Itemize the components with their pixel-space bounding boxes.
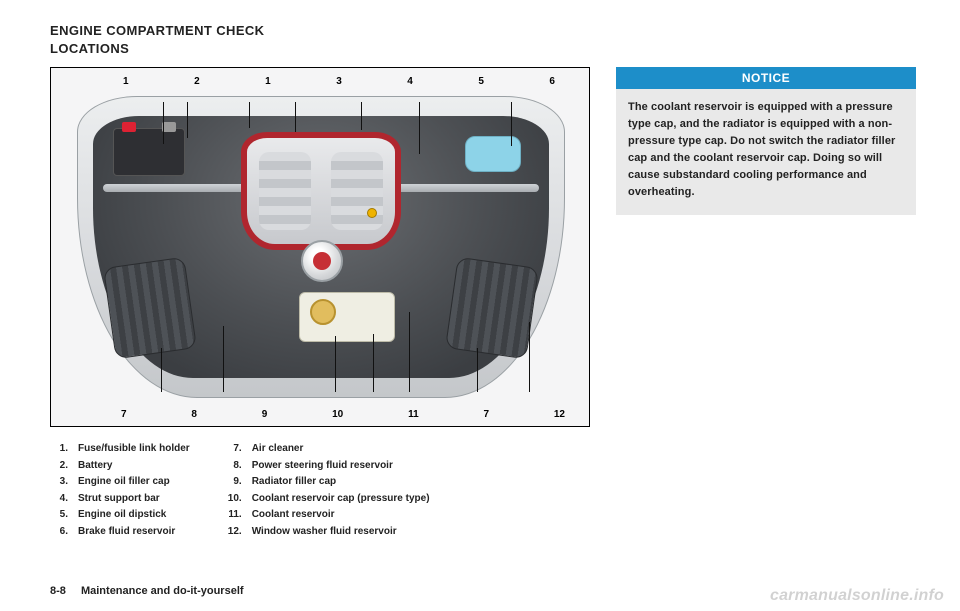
callout-top-3: 3 — [336, 76, 342, 87]
watermark: carmanualsonline.info — [770, 587, 944, 605]
engine-illustration — [77, 96, 565, 398]
notice-heading: NOTICE — [616, 67, 916, 89]
callout-bot-7: 7 — [121, 409, 127, 420]
callout-bot-8: 8 — [191, 409, 197, 420]
intake-manifold-icon — [241, 132, 401, 250]
callout-top-1: 1 — [123, 76, 129, 87]
left-column: 1 2 1 3 4 5 6 — [50, 67, 590, 540]
title-line-1: ENGINE COMPARTMENT CHECK — [50, 23, 264, 38]
callout-top-5: 5 — [478, 76, 484, 87]
callout-top-2: 2 — [194, 76, 200, 87]
legend-item: 6.Brake fluid reservoir — [50, 524, 190, 541]
callout-top-1b: 1 — [265, 76, 271, 87]
page-number: 8-8 — [50, 585, 66, 597]
callouts-top: 1 2 1 3 4 5 6 — [51, 68, 589, 87]
right-column: NOTICE The coolant reservoir is equipped… — [616, 67, 916, 540]
legend-item: 11.Coolant reservoir — [224, 507, 430, 524]
legend-item: 1.Fuse/fusible link holder — [50, 441, 190, 458]
callout-bot-10: 10 — [332, 409, 343, 420]
legend-item: 3.Engine oil filler cap — [50, 474, 190, 491]
legend-item: 7.Air cleaner — [224, 441, 430, 458]
callout-top-4: 4 — [407, 76, 413, 87]
engine-compartment-figure: 1 2 1 3 4 5 6 — [50, 67, 590, 427]
air-cleaner-left-icon — [103, 257, 197, 360]
legend-item: 4.Strut support bar — [50, 491, 190, 508]
section-title: Maintenance and do-it-yourself — [81, 585, 244, 597]
callout-bot-9: 9 — [262, 409, 268, 420]
callout-bot-11: 11 — [408, 409, 419, 420]
title-line-2: LOCATIONS — [50, 41, 129, 56]
coolant-reservoir-icon — [299, 292, 395, 342]
legend-lists: 1.Fuse/fusible link holder 2.Battery 3.E… — [50, 441, 590, 540]
legend-item: 8.Power steering fluid reservoir — [224, 458, 430, 475]
air-cleaner-right-icon — [445, 257, 539, 360]
emblem-icon — [301, 240, 343, 282]
callout-bot-12: 12 — [554, 409, 565, 420]
legend-item: 9.Radiator filler cap — [224, 474, 430, 491]
legend-item: 12.Window washer fluid reservoir — [224, 524, 430, 541]
callout-bot-7b: 7 — [483, 409, 489, 420]
callout-top-6: 6 — [549, 76, 555, 87]
legend-item: 2.Battery — [50, 458, 190, 475]
callouts-bottom: 7 8 9 10 11 7 12 — [51, 409, 589, 426]
legend-right: 7.Air cleaner 8.Power steering fluid res… — [224, 441, 430, 540]
legend-left: 1.Fuse/fusible link holder 2.Battery 3.E… — [50, 441, 190, 540]
notice-box: NOTICE The coolant reservoir is equipped… — [616, 67, 916, 215]
notice-body: The coolant reservoir is equipped with a… — [616, 89, 916, 215]
page-footer: 8-8 Maintenance and do-it-yourself — [50, 585, 244, 597]
legend-item: 10.Coolant reservoir cap (pressure type) — [224, 491, 430, 508]
battery-icon — [113, 128, 185, 176]
washer-reservoir-icon — [465, 136, 521, 172]
legend-item: 5.Engine oil dipstick — [50, 507, 190, 524]
